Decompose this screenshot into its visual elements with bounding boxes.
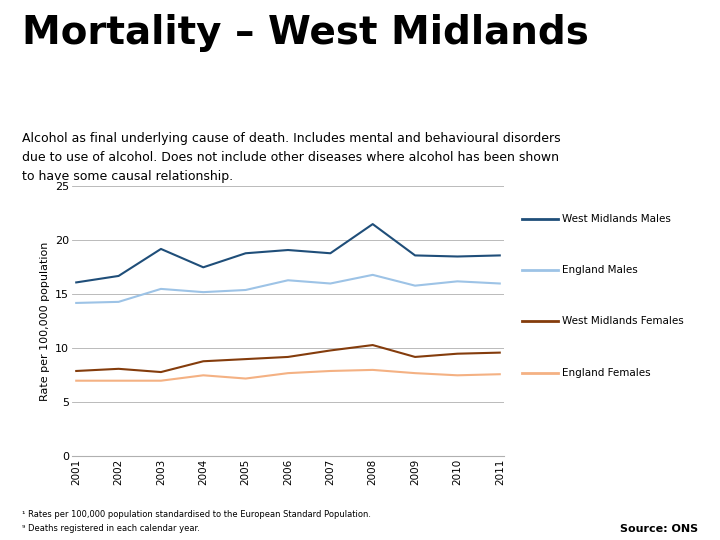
Text: England Females: England Females <box>562 368 650 377</box>
Text: Source: ONS: Source: ONS <box>620 524 698 534</box>
Text: ⁹ Deaths registered in each calendar year.: ⁹ Deaths registered in each calendar yea… <box>22 524 199 533</box>
Text: West Midlands Females: West Midlands Females <box>562 316 683 326</box>
Y-axis label: Rate per 100,000 population: Rate per 100,000 population <box>40 241 50 401</box>
Text: due to use of alcohol. Does not include other diseases where alcohol has been sh: due to use of alcohol. Does not include … <box>22 151 559 164</box>
Text: West Midlands Males: West Midlands Males <box>562 214 670 224</box>
Text: ¹ Rates per 100,000 population standardised to the European Standard Population.: ¹ Rates per 100,000 population standardi… <box>22 510 371 519</box>
Text: Alcohol as final underlying cause of death. Includes mental and behavioural diso: Alcohol as final underlying cause of dea… <box>22 132 560 145</box>
Text: Mortality – West Midlands: Mortality – West Midlands <box>22 14 588 51</box>
Text: to have some causal relationship.: to have some causal relationship. <box>22 170 233 183</box>
Text: England Males: England Males <box>562 265 637 275</box>
